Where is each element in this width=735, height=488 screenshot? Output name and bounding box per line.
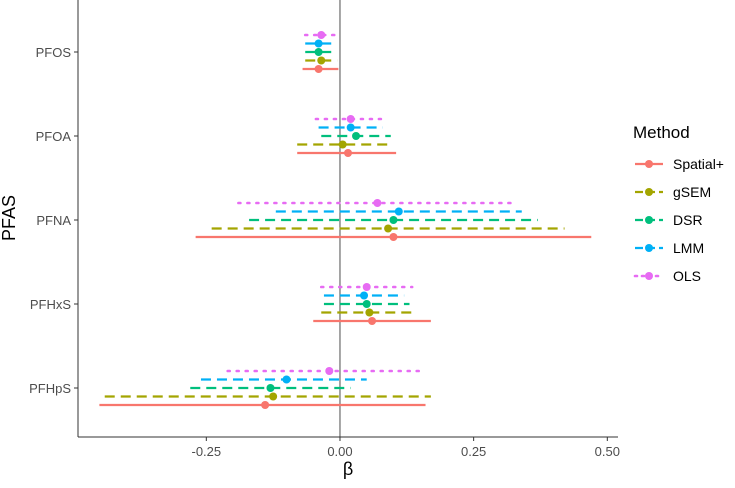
axes-group — [77, 0, 618, 438]
x-axis-title: β — [343, 459, 353, 479]
legend: Method Spatial+ gSEM DSR LMM OLS — [633, 123, 724, 284]
x-tick-label: -0.25 — [191, 444, 221, 459]
y-axis-title: PFAS — [0, 195, 19, 241]
legend-item: OLS — [633, 268, 701, 284]
series-dsr — [190, 48, 538, 392]
estimate-point — [344, 149, 352, 157]
series-ols — [226, 31, 518, 375]
y-tick-label: PFOA — [36, 129, 72, 144]
estimate-point — [317, 56, 326, 65]
legend-item: gSEM — [635, 184, 711, 200]
estimate-point — [389, 233, 398, 241]
estimate-point — [346, 123, 355, 132]
series-spatial- — [99, 65, 592, 409]
legend-label: OLS — [673, 268, 701, 284]
estimate-point — [266, 384, 275, 392]
series-lmm — [200, 39, 522, 384]
estimate-point — [314, 48, 323, 56]
legend-label: LMM — [673, 240, 704, 256]
estimate-point — [346, 115, 355, 123]
series-group — [99, 31, 592, 409]
estimate-point — [368, 317, 377, 325]
x-ticks-group: -0.25 0.00 0.25 0.50 — [191, 437, 620, 459]
series-gsem — [104, 56, 565, 401]
legend-key-point — [645, 244, 653, 252]
legend-key-point — [645, 188, 653, 196]
y-tick-label: PFNA — [36, 213, 71, 228]
legend-label: gSEM — [673, 184, 711, 200]
estimate-point — [325, 367, 334, 375]
legend-label: DSR — [673, 212, 703, 228]
x-tick-label: 0.25 — [461, 444, 486, 459]
legend-item: LMM — [635, 240, 704, 256]
estimate-point — [384, 224, 393, 233]
legend-item: Spatial+ — [635, 156, 724, 172]
estimate-point — [261, 401, 270, 409]
estimate-point — [365, 308, 374, 317]
estimate-point — [338, 140, 347, 149]
legend-key-point — [645, 272, 653, 280]
y-ticks-group: PFOS PFOA PFNA PFHxS PFHpS — [29, 45, 78, 396]
estimate-point — [362, 300, 371, 308]
legend-title: Method — [633, 123, 690, 142]
y-tick-label: PFHpS — [29, 381, 71, 396]
estimate-point — [362, 283, 371, 291]
legend-item: DSR — [635, 212, 703, 228]
estimate-point — [317, 31, 326, 39]
estimate-point — [360, 291, 369, 300]
legend-label: Spatial+ — [673, 156, 724, 172]
legend-key-point — [645, 160, 653, 168]
estimate-point — [282, 375, 291, 384]
estimate-point — [394, 207, 403, 216]
estimate-point — [352, 132, 361, 140]
estimate-point — [373, 199, 382, 207]
y-tick-label: PFOS — [36, 45, 72, 60]
estimate-point — [389, 216, 398, 224]
x-tick-label: 0.50 — [595, 444, 620, 459]
legend-key-point — [645, 216, 653, 224]
estimate-point — [314, 65, 323, 73]
estimate-point — [269, 392, 278, 401]
y-tick-label: PFHxS — [30, 297, 72, 312]
estimate-point — [314, 39, 323, 48]
x-tick-label: 0.00 — [327, 444, 352, 459]
